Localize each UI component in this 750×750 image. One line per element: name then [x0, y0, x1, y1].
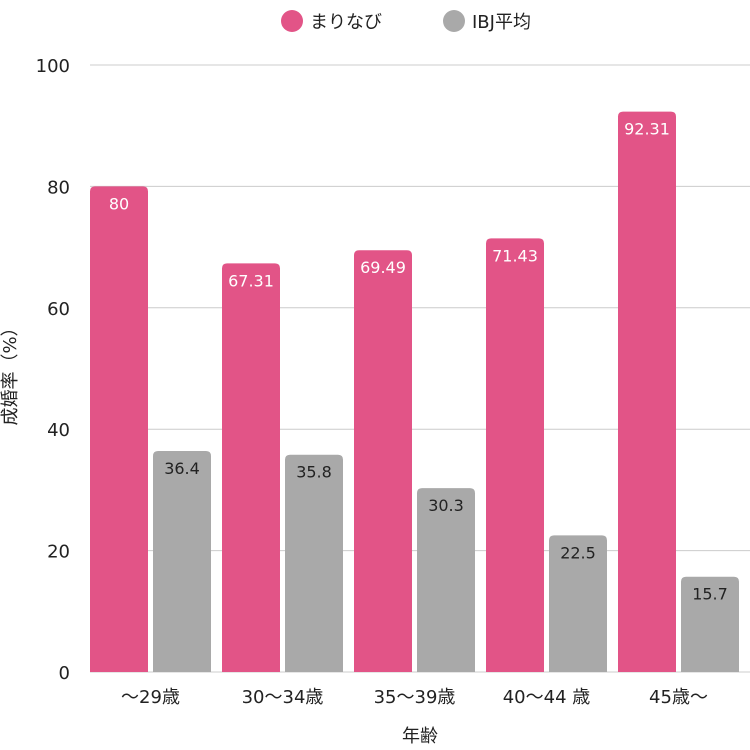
x-tick-label: 〜29歳: [121, 687, 180, 708]
x-tick-label: 35〜39歳: [374, 687, 456, 708]
bar-ibj: [681, 576, 739, 672]
legend: まりなび IBJ平均: [281, 10, 531, 33]
bar-marinabi: [618, 111, 676, 673]
bar-value-label: 92.31: [624, 120, 670, 139]
y-axis-title: 成婚率（%）: [0, 318, 21, 425]
bar-marinabi: [90, 186, 148, 672]
bar-marinabi: [222, 263, 280, 672]
x-tick-label: 45歳〜: [649, 687, 708, 708]
legend-swatch-ibj: [443, 10, 465, 32]
bars: [90, 111, 739, 673]
bar-value-label: 67.31: [228, 271, 274, 290]
bar-ibj: [285, 454, 343, 672]
y-axis-ticks: 0 20 40 60 80 100: [36, 56, 70, 684]
y-tick-label: 60: [47, 299, 70, 320]
bar-ibj: [153, 451, 211, 672]
legend-swatch-marinabi: [281, 10, 303, 32]
y-tick-label: 0: [59, 663, 70, 684]
bar-ibj: [549, 535, 607, 672]
x-axis-ticks: 〜29歳 30〜34歳 35〜39歳 40〜44 歳 45歳〜: [121, 687, 708, 708]
bar-ibj: [417, 488, 475, 672]
bar-marinabi: [354, 250, 412, 673]
y-tick-label: 100: [36, 56, 70, 77]
y-tick-label: 40: [47, 420, 70, 441]
x-tick-label: 30〜34歳: [242, 687, 324, 708]
x-axis-title: 年齢: [402, 726, 438, 747]
bar-value-label: 15.7: [692, 585, 728, 604]
bar-value-label: 69.49: [360, 258, 406, 277]
bar-value-label: 35.8: [296, 463, 332, 482]
x-tick-label: 40〜44 歳: [503, 687, 591, 708]
bar-value-label: 71.43: [492, 246, 538, 265]
legend-label-marinabi: まりなび: [310, 12, 382, 33]
bar-value-label: 36.4: [164, 459, 200, 478]
legend-label-ibj: IBJ平均: [472, 12, 531, 33]
bar-value-label: 30.3: [428, 496, 464, 515]
bar-marinabi: [486, 238, 544, 672]
y-tick-label: 20: [47, 542, 70, 563]
bar-data-labels: 80 36.4 67.31 35.8 69.49 30.3 71.43 22.5 92.31 15…: [109, 120, 728, 604]
y-tick-label: 80: [47, 177, 70, 198]
bar-value-label: 80: [109, 194, 129, 213]
bar-value-label: 22.5: [560, 543, 596, 562]
